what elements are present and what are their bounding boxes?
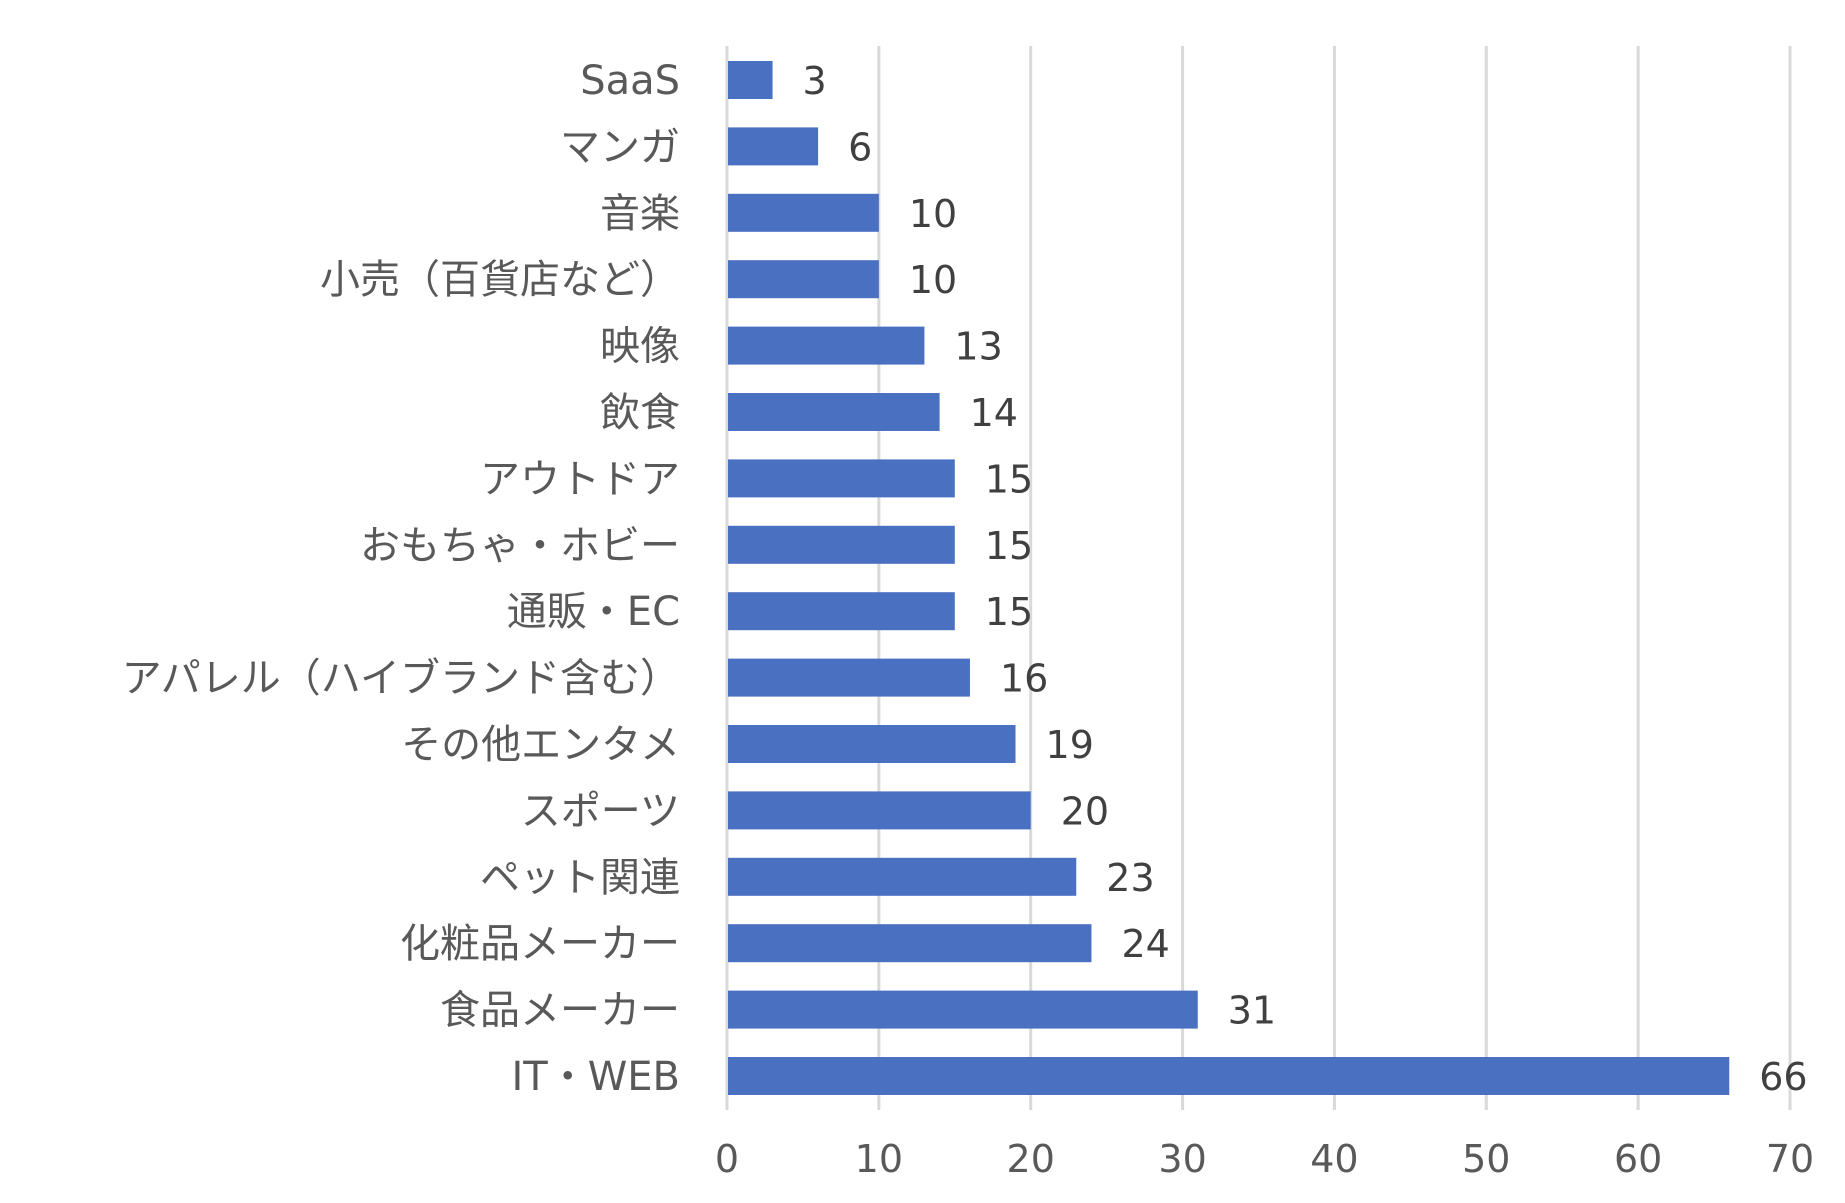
category-label: 小売（百貨店など） [320,257,680,303]
value-label: 24 [1121,922,1169,966]
value-label: 15 [985,524,1033,568]
category-label: 通販・EC [507,589,680,635]
category-label: スポーツ [521,788,680,834]
category-label: 飲食 [600,390,680,436]
value-label: 20 [1061,789,1109,833]
value-label: 66 [1759,1055,1807,1099]
value-label: 6 [848,125,872,169]
category-label: 音楽 [600,191,680,237]
x-tick-label: 20 [1007,1137,1055,1181]
x-tick-label: 10 [855,1137,903,1181]
bar [728,326,925,365]
bar [728,658,970,697]
x-tick-label: 70 [1766,1137,1814,1181]
category-label: 食品メーカー [440,988,680,1034]
bar [728,791,1031,830]
bar [728,592,955,631]
value-label: 15 [985,590,1033,634]
category-label: その他エンタメ [401,722,680,768]
bar [728,857,1077,896]
value-labels: 36 10 10 13 14 15 15 15 16 19 20 23 24 31 66 [803,59,1808,1099]
category-label: アウトドア [480,456,680,502]
bar [728,990,1198,1029]
value-label: 23 [1106,856,1154,900]
bar [728,260,879,299]
category-label: 化粧品メーカー [400,921,680,967]
bar [728,459,955,498]
category-label: マンガ [560,124,680,170]
bar [728,127,819,166]
bar [728,924,1092,963]
value-label: 13 [954,325,1002,369]
category-label: おもちゃ・ホビー [360,523,680,569]
x-tick-label: 0 [715,1137,739,1181]
bars [728,61,1730,1095]
bar [728,525,955,564]
category-label: SaaS [580,58,680,104]
bar [728,725,1016,763]
value-label: 31 [1228,989,1276,1033]
value-label: 3 [803,59,827,103]
value-label: 10 [909,192,957,236]
bar [728,393,940,431]
x-axis-ticks: 0 10 20 30 40 50 60 70 [715,1137,1814,1181]
value-label: 15 [985,457,1033,501]
value-label: 14 [970,391,1018,435]
x-tick-label: 60 [1614,1137,1662,1181]
value-label: 10 [909,258,957,302]
category-label: IT・WEB [512,1054,681,1100]
category-label: 映像 [600,324,680,370]
category-label: ペット関連 [480,855,680,901]
bar [728,1057,1730,1095]
category-label: アパレル（ハイブランド含む） [122,656,680,702]
x-tick-label: 50 [1462,1137,1510,1181]
bar [728,61,773,99]
value-label: 16 [1000,657,1048,701]
value-label: 19 [1046,723,1094,767]
x-tick-label: 30 [1158,1137,1206,1181]
x-tick-label: 40 [1310,1137,1358,1181]
bar [728,193,879,232]
